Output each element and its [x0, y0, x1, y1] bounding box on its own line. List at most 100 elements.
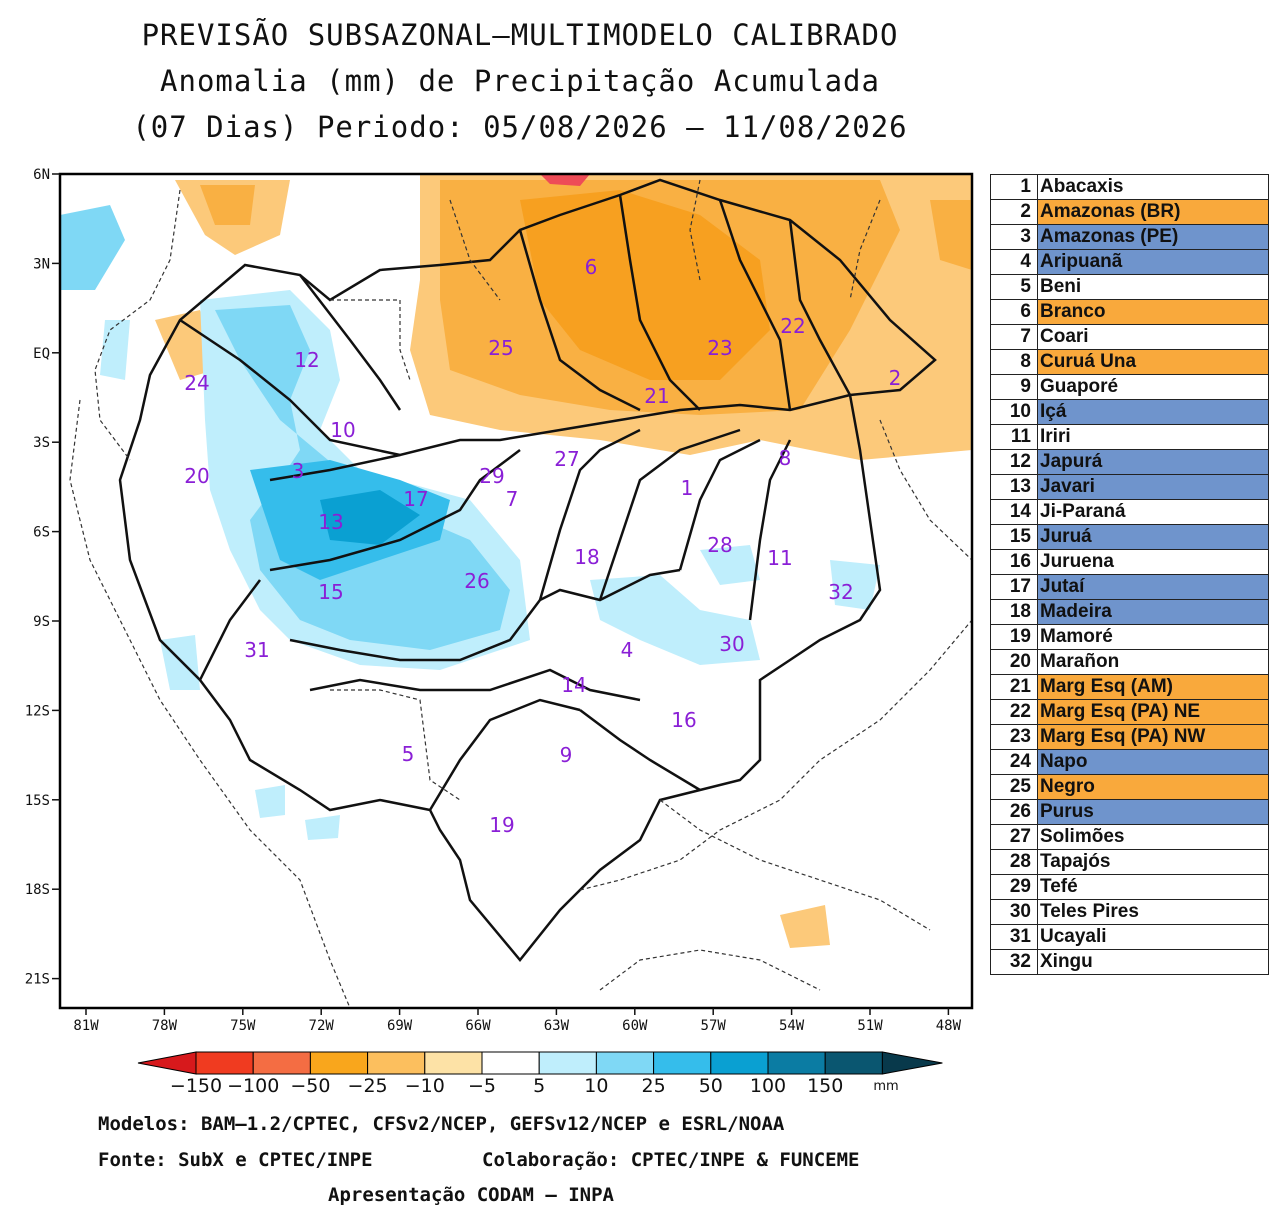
legend-basin-number: 4 — [990, 249, 1038, 275]
legend-basin-name: Juruena — [1037, 549, 1269, 575]
basin-number-label: 16 — [671, 708, 696, 732]
legend-basin-number: 5 — [990, 274, 1038, 300]
legend-row: 4 Aripuanã — [990, 249, 1269, 275]
legend-basin-number: 28 — [990, 849, 1038, 875]
basin-number-label: 1 — [681, 476, 694, 500]
legend-basin-name: Iriri — [1037, 424, 1269, 450]
basin-number-label: 10 — [330, 418, 355, 442]
basin-number-label: 18 — [574, 545, 599, 569]
lon-label: 69W — [387, 1018, 413, 1034]
legend-row: 15 Juruá — [990, 524, 1269, 550]
basin-number-label: 23 — [707, 336, 732, 360]
legend-basin-name: Içá — [1037, 399, 1269, 425]
legend-basin-number: 31 — [990, 924, 1038, 950]
legend-basin-number: 16 — [990, 549, 1038, 575]
map-period: (07 Dias) Periodo: 05/08/2026 — 11/08/20… — [132, 110, 908, 144]
basin-number-label: 22 — [780, 314, 805, 338]
legend-basin-name: Guaporé — [1037, 374, 1269, 400]
basin-outlines — [118, 178, 937, 962]
legend-row: 19 Mamoré — [990, 624, 1269, 650]
basin-number-label: 17 — [403, 487, 428, 511]
legend-basin-number: 9 — [990, 374, 1038, 400]
colorbar-label: 25 — [642, 1075, 666, 1097]
legend-basin-name: Abacaxis — [1037, 174, 1269, 200]
legend-basin-name: Ji-Paraná — [1037, 499, 1269, 525]
legend-basin-name: Japurá — [1037, 449, 1269, 475]
legend-basin-number: 13 — [990, 474, 1038, 500]
legend-row: 21 Marg Esq (AM) — [990, 674, 1269, 700]
basin-number-label: 27 — [554, 447, 579, 471]
footer-presentation: Apresentação CODAM — INPA — [328, 1184, 614, 1206]
legend-row: 13 Javari — [990, 474, 1269, 500]
legend-basin-name: Marg Esq (AM) — [1037, 674, 1269, 700]
anomaly-map: 6N 3N EQ 3S 6S 9S 12S 15S 18S 21S 81W 78W 75W 72W 69W… — [25, 167, 974, 1097]
legend-basin-name: Marg Esq (PA) NW — [1037, 724, 1269, 750]
lon-label: 75W — [230, 1018, 256, 1034]
basin-legend-table: 1 Abacaxis 2 Amazonas (BR) 3 Amazonas (PE) 4 Ar… — [990, 174, 1269, 975]
legend-row: 16 Juruena — [990, 549, 1269, 575]
legend-basin-number: 25 — [990, 774, 1038, 800]
lon-label: 57W — [701, 1018, 727, 1034]
legend-basin-name: Mamoré — [1037, 624, 1269, 650]
basin-number-label: 8 — [779, 446, 792, 470]
legend-basin-name: Purus — [1037, 799, 1269, 825]
colorbar-label: 10 — [584, 1075, 608, 1097]
legend-basin-number: 6 — [990, 299, 1038, 325]
basin-number-label: 11 — [767, 546, 792, 570]
colorbar-label: −50 — [290, 1075, 330, 1097]
colorbar-label: 5 — [533, 1075, 545, 1097]
basin-number-label: 3 — [292, 459, 305, 483]
legend-row: 24 Napo — [990, 749, 1269, 775]
legend-basin-name: Napo — [1037, 749, 1269, 775]
legend-basin-name: Ucayali — [1037, 924, 1269, 950]
legend-row: 14 Ji-Paraná — [990, 499, 1269, 525]
legend-basin-number: 15 — [990, 524, 1038, 550]
lat-label: EQ — [33, 346, 50, 362]
legend-basin-name: Marañon — [1037, 649, 1269, 675]
legend-basin-name: Coari — [1037, 324, 1269, 350]
basin-number-label: 7 — [506, 487, 519, 511]
legend-row: 31 Ucayali — [990, 924, 1269, 950]
footer-collab: Colaboração: CPTEC/INPE & FUNCEME — [482, 1149, 860, 1171]
lon-label: 81W — [73, 1018, 99, 1034]
basin-number-label: 30 — [719, 632, 744, 656]
lat-label: 21S — [25, 972, 50, 988]
colorbar-label: 50 — [699, 1075, 723, 1097]
lat-label: 3S — [33, 435, 50, 451]
legend-basin-number: 2 — [990, 199, 1038, 225]
colorbar-label: 150 — [807, 1075, 843, 1097]
anomaly-fields — [60, 174, 972, 948]
legend-basin-number: 17 — [990, 574, 1038, 600]
basin-number-label: 28 — [707, 533, 732, 557]
legend-basin-name: Teles Pires — [1037, 899, 1269, 925]
legend-row: 27 Solimões — [990, 824, 1269, 850]
basin-number-label: 6 — [585, 255, 598, 279]
legend-basin-number: 18 — [990, 599, 1038, 625]
legend-basin-name: Xingu — [1037, 949, 1269, 975]
basin-number-label: 5 — [402, 742, 415, 766]
legend-basin-number: 12 — [990, 449, 1038, 475]
legend-row: 12 Japurá — [990, 449, 1269, 475]
legend-basin-number: 20 — [990, 649, 1038, 675]
legend-basin-name: Javari — [1037, 474, 1269, 500]
legend-row: 8 Curuá Una — [990, 349, 1269, 375]
legend-basin-name: Tapajós — [1037, 849, 1269, 875]
basin-number-label: 32 — [828, 580, 853, 604]
lat-label: 12S — [25, 703, 50, 719]
colorbar-label: −150 — [170, 1075, 222, 1097]
legend-row: 17 Jutaí — [990, 574, 1269, 600]
legend-basin-name: Amazonas (PE) — [1037, 224, 1269, 250]
legend-row: 26 Purus — [990, 799, 1269, 825]
basin-number-label: 4 — [621, 638, 634, 662]
legend-basin-name: Amazonas (BR) — [1037, 199, 1269, 225]
basin-number-label: 2 — [889, 366, 902, 390]
basin-number-label: 26 — [464, 569, 489, 593]
colorbar-label: −10 — [405, 1075, 445, 1097]
map-subtitle: Anomalia (mm) de Precipitação Acumulada — [160, 64, 880, 98]
colorbar-label: −100 — [227, 1075, 279, 1097]
country-borders — [69, 179, 972, 1008]
basin-number-label: 9 — [560, 743, 573, 767]
colorbar-label: 100 — [750, 1075, 786, 1097]
legend-basin-name: Curuá Una — [1037, 349, 1269, 375]
basin-number-label: 29 — [479, 464, 504, 488]
